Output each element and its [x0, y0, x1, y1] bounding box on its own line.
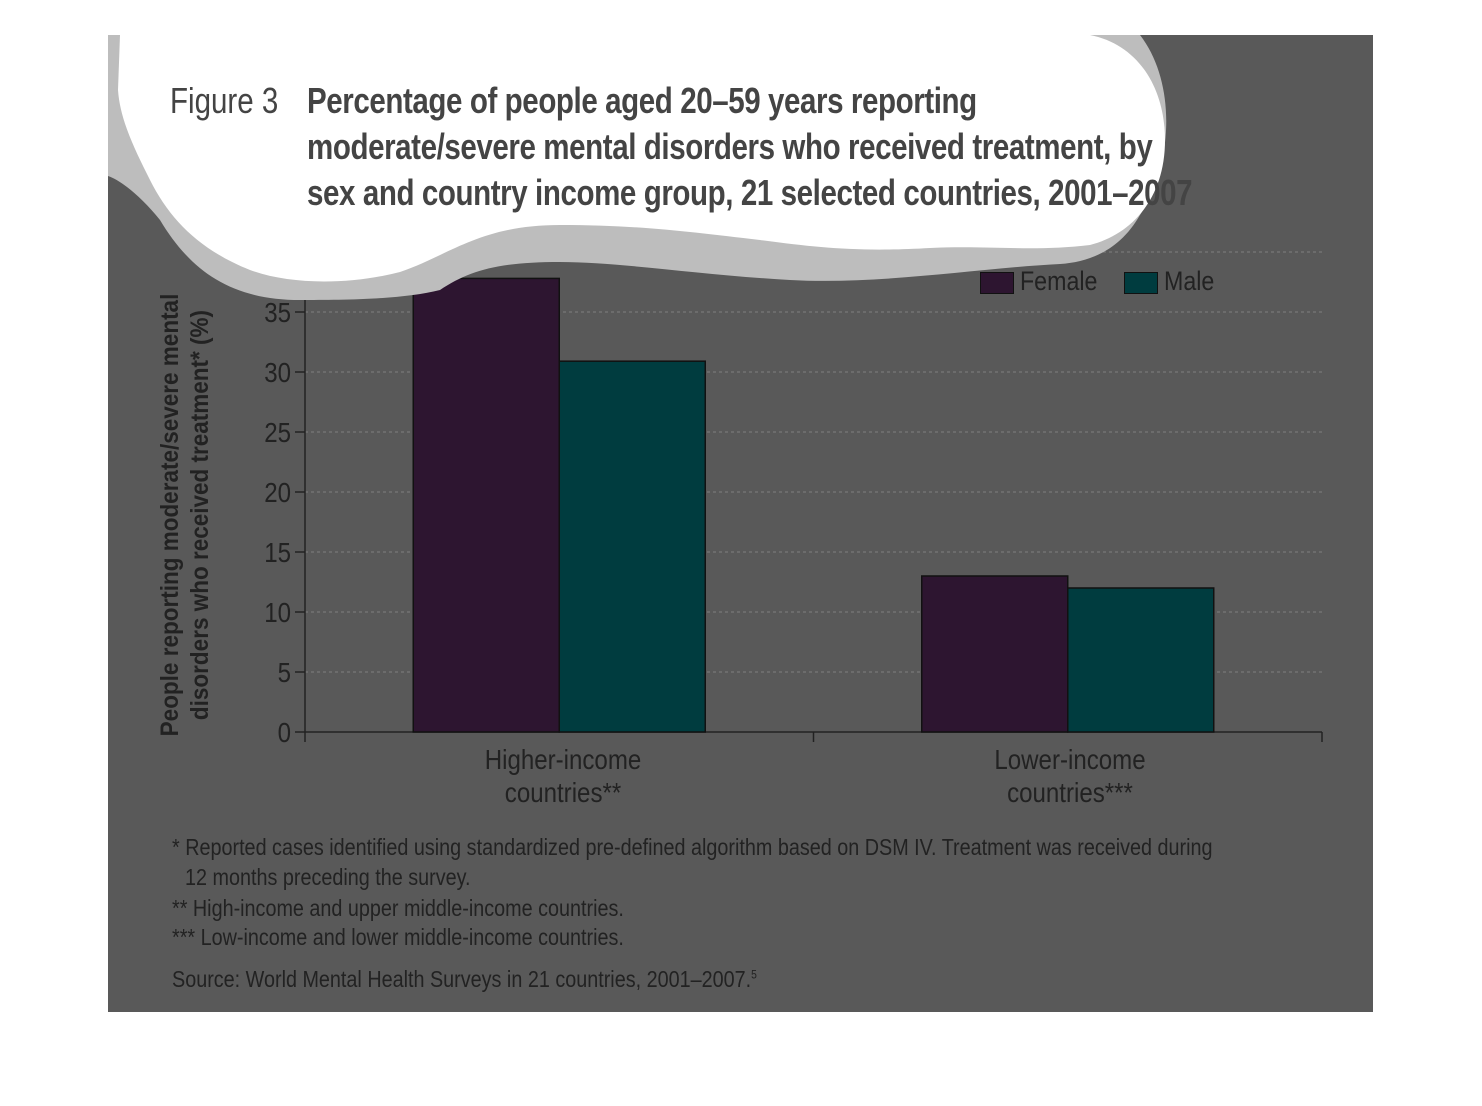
- legend-swatch-female: [980, 272, 1014, 294]
- bar-female: [921, 575, 1069, 733]
- category-label-higher-income: Higher-income countries**: [451, 743, 675, 809]
- y-tick-label: 20: [264, 476, 291, 508]
- legend-swatch-male: [1124, 272, 1158, 294]
- category-label-lower-income: Lower-income countries***: [958, 743, 1182, 809]
- footnote-2: ** High-income and upper middle-income c…: [172, 895, 624, 921]
- y-tick-label: 30: [264, 356, 291, 388]
- category-line: Lower-income: [994, 744, 1146, 775]
- footnote-1: * Reported cases identified using standa…: [172, 834, 1213, 860]
- source-ref: 5: [751, 967, 757, 982]
- bar-male: [1067, 587, 1215, 733]
- chart-title-line-3: sex and country income group, 21 selecte…: [307, 172, 1193, 213]
- bar-female: [412, 277, 560, 733]
- source-note: Source: World Mental Health Surveys in 2…: [172, 966, 757, 993]
- y-tick-label: 40: [264, 236, 291, 268]
- y-axis-label-line-2: disorders who received treatment* (%): [186, 309, 214, 721]
- figure-label: Figure 3: [170, 80, 279, 121]
- y-tick-label: 15: [264, 536, 291, 568]
- y-axis-label-line-1: People reporting moderate/severe mental: [156, 293, 184, 737]
- legend-label-female: Female: [1020, 266, 1098, 296]
- category-line: Higher-income: [484, 744, 642, 775]
- category-line: countries**: [504, 777, 622, 808]
- legend-label-male: Male: [1164, 266, 1215, 296]
- y-tick-label: 25: [264, 416, 291, 448]
- chart-title-line-1: Percentage of people aged 20–59 years re…: [307, 80, 977, 121]
- y-tick-label: 10: [264, 596, 291, 628]
- footnote-3: *** Low-income and lower middle-income c…: [172, 924, 624, 950]
- chart-title-line-2: moderate/severe mental disorders who rec…: [307, 126, 1153, 167]
- y-tick-label: 0: [278, 716, 291, 748]
- y-tick-label: 5: [278, 656, 291, 688]
- y-axis-label: People reporting moderate/severe mental …: [155, 263, 215, 767]
- category-line: countries***: [1007, 777, 1133, 808]
- bar-male: [558, 360, 706, 733]
- y-tick-label: 35: [264, 296, 291, 328]
- source-text: Source: World Mental Health Surveys in 2…: [172, 966, 752, 992]
- footnote-1-cont: 12 months preceding the survey.: [185, 864, 471, 890]
